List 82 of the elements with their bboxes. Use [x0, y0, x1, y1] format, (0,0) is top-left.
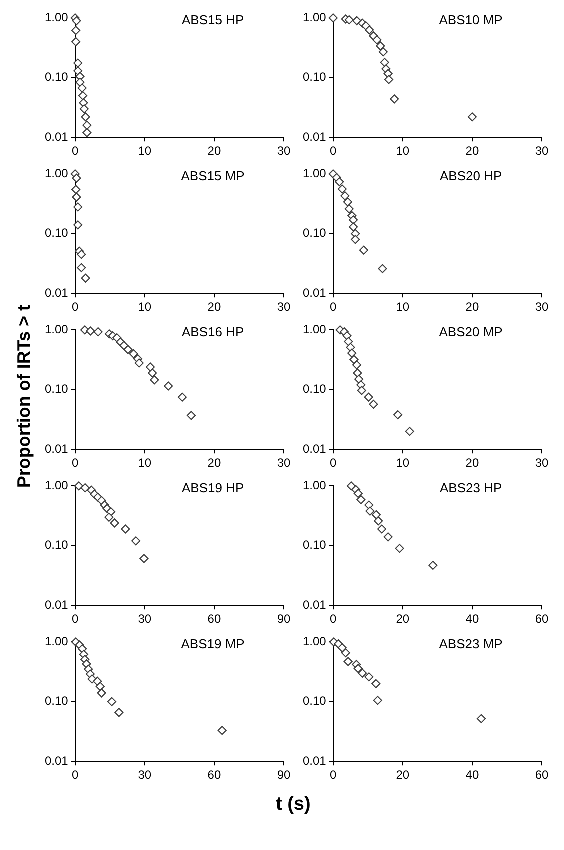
y-tick-label: 0.01 [44, 442, 69, 456]
y-tick-label: 0.10 [302, 538, 327, 552]
y-tick-label: 1.00 [302, 478, 327, 493]
x-tick-label: 0 [72, 612, 80, 626]
chart-title: ABS15 MP [181, 168, 245, 184]
x-tick-label: 60 [208, 612, 222, 626]
y-tick-label: 0.01 [302, 130, 327, 144]
y-tick-label: 1.00 [44, 322, 69, 337]
x-tick-label: 30 [277, 456, 291, 470]
chart-title: ABS20 HP [440, 168, 502, 184]
y-tick-label: 0.10 [302, 70, 327, 84]
chart-title: ABS23 MP [439, 636, 503, 652]
chart-title: ABS23 HP [440, 480, 502, 496]
x-tick-label: 30 [535, 144, 549, 158]
x-tick-label: 20 [396, 612, 410, 626]
x-tick-label: 10 [138, 456, 152, 470]
x-tick-label: 90 [277, 768, 291, 782]
x-tick-label: 20 [396, 768, 410, 782]
y-tick-label: 0.01 [302, 442, 327, 456]
x-tick-label: 30 [277, 144, 291, 158]
x-tick-label: 30 [535, 300, 549, 314]
y-tick-label: 0.10 [44, 382, 69, 396]
chart-title: ABS16 HP [182, 324, 244, 340]
chart-title: ABS15 HP [182, 12, 244, 28]
x-tick-label: 20 [208, 456, 222, 470]
y-axis-title: Proportion of IRTs > t [14, 305, 34, 489]
y-tick-label: 0.10 [44, 70, 69, 84]
x-tick-label: 30 [277, 300, 291, 314]
x-tick-label: 90 [277, 612, 291, 626]
y-tick-label: 0.10 [302, 382, 327, 396]
x-tick-label: 10 [396, 456, 410, 470]
x-tick-label: 20 [466, 456, 480, 470]
y-tick-label: 1.00 [302, 166, 327, 181]
y-tick-label: 1.00 [302, 322, 327, 337]
x-tick-label: 0 [72, 144, 80, 158]
x-tick-label: 20 [208, 144, 222, 158]
x-tick-label: 30 [138, 768, 152, 782]
x-tick-label: 0 [72, 300, 80, 314]
x-tick-label: 10 [138, 144, 152, 158]
x-tick-label: 60 [535, 612, 549, 626]
y-tick-label: 0.10 [44, 226, 69, 240]
y-tick-label: 0.01 [302, 286, 327, 300]
chart-title: ABS19 HP [182, 480, 244, 496]
x-tick-label: 0 [330, 300, 338, 314]
y-tick-label: 0.10 [44, 538, 69, 552]
x-tick-label: 20 [466, 144, 480, 158]
x-tick-label: 60 [208, 768, 222, 782]
x-tick-label: 0 [330, 768, 338, 782]
y-tick-label: 1.00 [44, 634, 69, 649]
x-tick-label: 0 [330, 144, 338, 158]
y-tick-label: 1.00 [44, 10, 69, 25]
x-axis-title: t (s) [276, 794, 312, 816]
x-tick-label: 10 [396, 144, 410, 158]
y-tick-label: 0.01 [44, 286, 69, 300]
x-tick-label: 0 [330, 456, 338, 470]
chart-title: ABS10 MP [439, 12, 503, 28]
x-tick-label: 20 [466, 300, 480, 314]
y-tick-label: 0.01 [302, 754, 327, 768]
x-tick-label: 30 [535, 456, 549, 470]
y-tick-label: 0.10 [44, 694, 69, 708]
x-tick-label: 60 [535, 768, 549, 782]
x-tick-label: 40 [466, 768, 480, 782]
x-tick-label: 0 [72, 456, 80, 470]
x-tick-label: 20 [208, 300, 222, 314]
y-tick-label: 0.10 [302, 694, 327, 708]
y-tick-label: 0.01 [44, 598, 69, 612]
y-tick-label: 0.01 [302, 598, 327, 612]
x-tick-label: 40 [466, 612, 480, 626]
x-tick-label: 30 [138, 612, 152, 626]
y-tick-label: 0.01 [44, 754, 69, 768]
chart-title: ABS20 MP [439, 324, 503, 340]
x-tick-label: 0 [72, 768, 80, 782]
y-tick-label: 1.00 [44, 166, 69, 181]
y-tick-label: 1.00 [302, 634, 327, 649]
x-tick-label: 10 [138, 300, 152, 314]
y-tick-label: 0.10 [302, 226, 327, 240]
y-tick-label: 1.00 [44, 478, 69, 493]
y-tick-label: 1.00 [302, 10, 327, 25]
y-tick-label: 0.01 [44, 130, 69, 144]
chart-title: ABS19 MP [181, 636, 245, 652]
x-tick-label: 0 [330, 612, 338, 626]
x-tick-label: 10 [396, 300, 410, 314]
